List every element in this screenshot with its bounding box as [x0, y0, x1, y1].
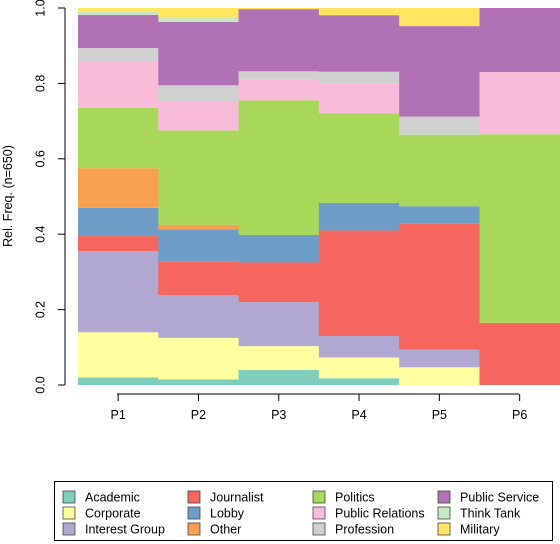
bar-segment-public-service-p2	[158, 21, 240, 86]
bar-segment-academic-p3	[238, 369, 320, 385]
bar-segment-public-service-p1	[78, 14, 159, 48]
y-tick-label: 1.0	[33, 0, 47, 17]
bar-segment-lobby-p2	[158, 229, 240, 262]
bar-segment-journalist-p6	[479, 322, 560, 385]
y-tick-label: 0.2	[33, 301, 47, 318]
bar-segment-public-service-p5	[399, 26, 481, 117]
legend-label-public-service: Public Service	[460, 490, 539, 504]
bar-segment-journalist-p1	[78, 236, 159, 252]
y-tick-label: 0.6	[33, 150, 47, 167]
bar-segment-corporate-p5	[399, 367, 481, 385]
bar-segment-profession-p4	[318, 71, 400, 84]
bar-segment-corporate-p4	[318, 357, 400, 379]
bar-segment-corporate-p1	[78, 332, 159, 378]
bar-segment-military-p1	[78, 8, 159, 12]
bar-segment-academic-p4	[318, 378, 400, 385]
bar-segment-lobby-p5	[399, 206, 481, 224]
bar-segment-interest-group-p4	[318, 335, 400, 358]
legend-box	[54, 481, 553, 541]
legend-label-profession: Profession	[335, 522, 394, 536]
y-axis: 0.0 0.2 0.4 0.6 0.8 1.0	[33, 0, 66, 394]
bar-segment-journalist-p2	[158, 261, 240, 296]
legend-label-corporate: Corporate	[85, 506, 141, 520]
legend-swatch-public-relations	[312, 506, 326, 520]
y-tick-label: 0.4	[33, 225, 47, 242]
legend-label-military: Military	[460, 522, 500, 536]
bar-segment-journalist-p5	[399, 223, 481, 350]
legend-label-other: Other	[210, 522, 241, 536]
x-axis: P1 P2 P3 P4 P5 P6	[111, 393, 527, 422]
bar-segment-think-tank-p2	[158, 17, 240, 22]
bar-area	[78, 8, 560, 385]
bar-segment-public-service-p4	[318, 15, 400, 72]
y-tick-label: 0.8	[33, 75, 47, 92]
legend-label-lobby: Lobby	[210, 506, 245, 520]
bar-segment-public-relations-p6	[479, 72, 560, 135]
x-tick-label-p3: P3	[271, 408, 286, 422]
bar-segment-public-relations-p3	[238, 79, 320, 101]
bar-segment-think-tank-p1	[78, 11, 159, 15]
legend-label-think-tank: Think Tank	[460, 506, 521, 520]
legend-swatch-public-service	[437, 490, 451, 504]
bar-segment-corporate-p3	[238, 346, 320, 370]
bar-segment-lobby-p3	[238, 234, 320, 263]
bar-segment-profession-p3	[238, 71, 320, 80]
bar-segment-lobby-p4	[318, 202, 400, 231]
bar-segment-public-service-p3	[238, 9, 320, 72]
bar-segment-interest-group-p5	[399, 349, 481, 368]
bar-segment-politics-p3	[238, 100, 320, 235]
bar-segment-military-p4	[318, 8, 400, 16]
legend-swatch-other	[187, 522, 201, 536]
bar-segment-politics-p5	[399, 134, 481, 207]
legend-swatch-military	[437, 522, 451, 536]
bar-segment-profession-p1	[78, 47, 159, 62]
legend: Academic Corporate Interest Group Journalis…	[54, 481, 553, 541]
bar-segment-military-p2	[158, 8, 240, 18]
bar-segment-public-relations-p2	[158, 101, 240, 131]
legend-swatch-academic	[62, 490, 76, 504]
bar-segment-politics-p4	[318, 113, 400, 203]
legend-swatch-politics	[312, 490, 326, 504]
bar-segment-academic-p1	[78, 377, 159, 385]
legend-label-politics: Politics	[335, 490, 375, 504]
legend-swatch-think-tank	[437, 506, 451, 520]
bar-segment-interest-group-p3	[238, 302, 320, 347]
bar-segment-profession-p2	[158, 85, 240, 102]
bar-segment-corporate-p2	[158, 337, 240, 380]
bar-segment-public-relations-p1	[78, 61, 159, 108]
bar-segment-interest-group-p2	[158, 295, 240, 338]
bar-segment-interest-group-p1	[78, 251, 159, 333]
legend-label-journalist: Journalist	[210, 490, 264, 504]
y-tick-label: 0.0	[33, 376, 47, 393]
bar-segment-journalist-p3	[238, 262, 320, 303]
bar-segment-journalist-p4	[318, 230, 400, 336]
bar-segment-profession-p5	[399, 116, 481, 135]
bar-segment-lobby-p1	[78, 207, 159, 237]
legend-label-interest-group: Interest Group	[85, 522, 165, 536]
bar-segment-politics-p1	[78, 107, 159, 169]
x-tick-label-p2: P2	[191, 408, 206, 422]
legend-swatch-interest-group	[62, 522, 76, 536]
bar-segment-politics-p2	[158, 130, 240, 225]
x-tick-label-p5: P5	[432, 408, 447, 422]
x-tick-label-p1: P1	[111, 408, 126, 422]
legend-label-public-relations: Public Relations	[335, 506, 425, 520]
y-axis-title: Rel. Freq. (n=650)	[1, 145, 15, 247]
legend-swatch-journalist	[187, 490, 201, 504]
bar-segment-academic-p2	[158, 379, 240, 385]
legend-swatch-corporate	[62, 506, 76, 520]
bar-segment-military-p5	[399, 8, 481, 27]
legend-label-academic: Academic	[85, 490, 140, 504]
bar-segment-public-relations-p4	[318, 83, 400, 114]
bar-segment-other-p1	[78, 168, 159, 208]
x-tick-label-p4: P4	[351, 408, 366, 422]
x-tick-label-p6: P6	[512, 408, 527, 422]
bar-segment-public-service-p6	[479, 8, 560, 73]
legend-swatch-profession	[312, 522, 326, 536]
bar-segment-military-p3	[238, 8, 320, 10]
legend-swatch-lobby	[187, 506, 201, 520]
bar-segment-other-p2	[158, 224, 240, 230]
bar-segment-politics-p6	[479, 134, 560, 323]
